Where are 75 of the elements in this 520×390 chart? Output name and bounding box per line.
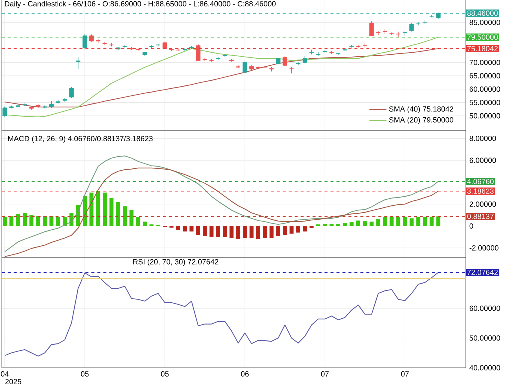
bar bbox=[183, 226, 188, 232]
bar bbox=[256, 226, 260, 240]
bar bbox=[350, 222, 354, 226]
candlestick bbox=[2, 106, 8, 118]
bar bbox=[190, 226, 194, 232]
bar bbox=[390, 217, 394, 226]
bar bbox=[276, 226, 280, 236]
bar bbox=[10, 216, 14, 226]
bar bbox=[196, 226, 200, 236]
bar bbox=[90, 192, 94, 226]
candlestick bbox=[256, 66, 261, 70]
bar bbox=[116, 202, 120, 226]
bar bbox=[250, 226, 254, 238]
bar bbox=[216, 226, 220, 238]
bar bbox=[123, 206, 128, 226]
candlestick bbox=[282, 56, 288, 67]
candlestick bbox=[242, 61, 248, 74]
candlestick bbox=[356, 45, 361, 48]
bar bbox=[43, 216, 48, 226]
bar bbox=[96, 191, 100, 226]
bar bbox=[36, 216, 40, 226]
candlestick bbox=[82, 34, 88, 50]
bar bbox=[396, 217, 401, 226]
bar bbox=[376, 219, 381, 226]
candlestick bbox=[196, 44, 201, 62]
bar bbox=[363, 221, 368, 226]
candlestick bbox=[296, 62, 301, 66]
bar bbox=[143, 222, 148, 226]
bar bbox=[243, 226, 248, 238]
bar bbox=[296, 226, 300, 233]
bar bbox=[290, 226, 294, 234]
bar bbox=[263, 226, 268, 238]
bar bbox=[130, 210, 134, 226]
bar bbox=[30, 215, 34, 226]
candlestick bbox=[416, 22, 421, 26]
bar bbox=[176, 226, 180, 230]
bar bbox=[303, 226, 308, 232]
candlestick bbox=[69, 86, 74, 99]
bar bbox=[370, 222, 374, 226]
bar bbox=[203, 226, 208, 236]
candlestick bbox=[316, 52, 321, 56]
bar bbox=[410, 218, 414, 226]
line-series bbox=[4, 272, 439, 357]
bar bbox=[383, 217, 388, 226]
candlestick bbox=[22, 103, 28, 107]
candlestick bbox=[62, 98, 68, 102]
candlestick bbox=[216, 57, 221, 60]
bar bbox=[3, 216, 8, 226]
bar bbox=[403, 217, 408, 226]
bar bbox=[16, 214, 20, 226]
bar bbox=[223, 226, 228, 238]
bar bbox=[343, 224, 348, 226]
bar bbox=[210, 226, 214, 238]
bar bbox=[423, 217, 428, 226]
bar bbox=[136, 217, 140, 226]
bar bbox=[103, 192, 108, 226]
bar bbox=[63, 217, 68, 226]
bar bbox=[236, 226, 240, 240]
bar bbox=[83, 196, 88, 226]
candlestick bbox=[122, 44, 128, 48]
bar bbox=[416, 217, 421, 226]
candlestick bbox=[370, 20, 374, 37]
bar bbox=[56, 217, 60, 226]
bar bbox=[110, 198, 114, 226]
bar bbox=[230, 226, 234, 238]
bar bbox=[23, 213, 28, 226]
bar bbox=[50, 216, 54, 226]
candlestick bbox=[336, 52, 341, 56]
bar bbox=[430, 216, 434, 226]
bar bbox=[356, 220, 361, 226]
candlestick bbox=[376, 30, 381, 36]
bar bbox=[283, 226, 288, 236]
bar bbox=[270, 226, 274, 238]
candlestick bbox=[76, 57, 81, 70]
bar bbox=[436, 216, 441, 226]
